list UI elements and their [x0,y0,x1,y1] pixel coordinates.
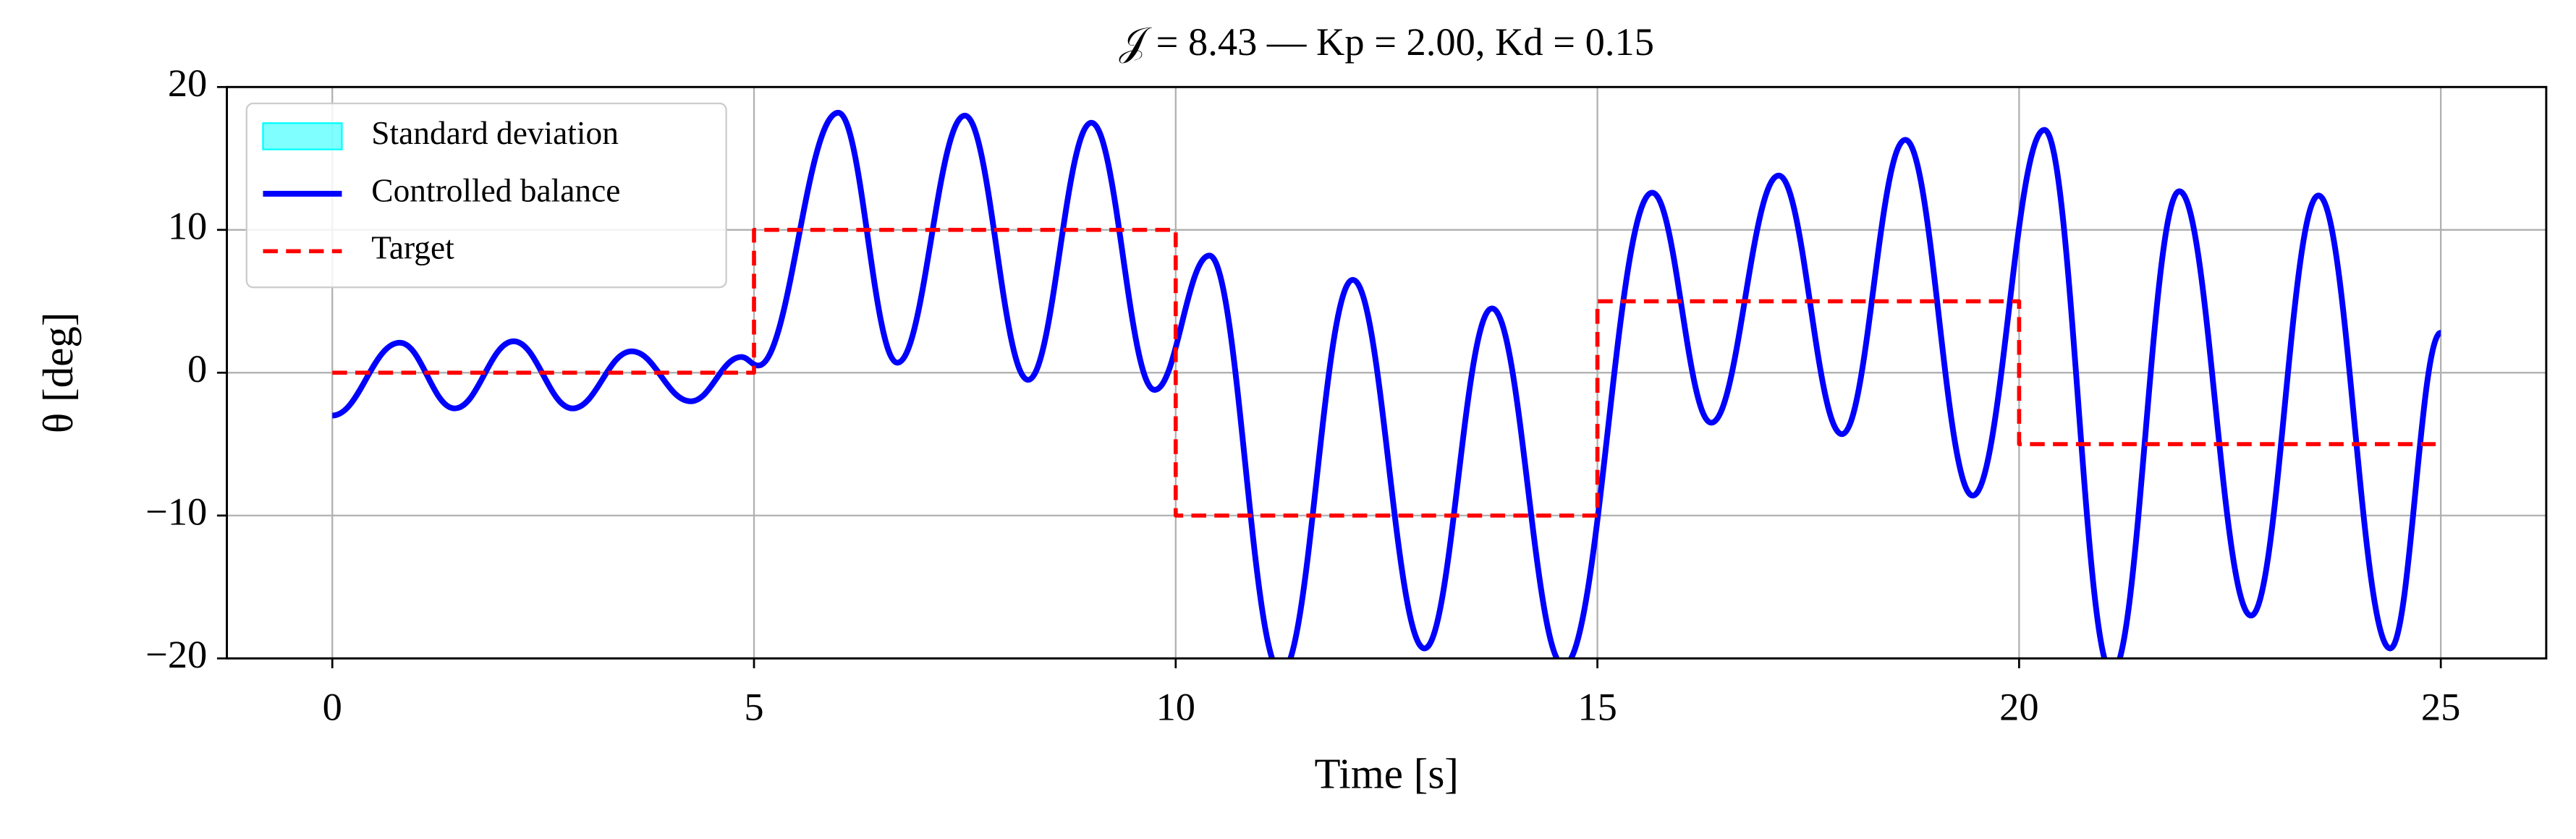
y-tick-label: −10 [145,489,207,533]
series-line [332,227,2441,518]
x-tick-label: 25 [2421,684,2460,728]
x-axis-label: Time [s] [1314,750,1459,798]
y-tick-label: 10 [168,203,207,247]
series-line [331,109,2443,659]
legend-label: Target [371,230,454,266]
y-tick-label: −20 [145,632,207,676]
x-tick-label: 20 [1999,684,2038,728]
legend-label: Standard deviation [371,115,619,151]
plot-area [331,109,2443,659]
x-tick-label: 0 [323,684,342,728]
x-tick-label: 10 [1156,684,1195,728]
legend: Standard deviation Controlled balance Targ… [245,102,727,289]
y-tick-label: 20 [168,61,207,105]
y-axis-label: θ [deg] [34,312,82,434]
ticks: 0 5 10 15 20 25 −20 −10 0 10 20 [145,61,2460,729]
x-tick-label: 15 [1577,684,1617,728]
legend-swatch [262,122,343,150]
y-tick-label: 0 [187,346,207,391]
x-tick-label: 5 [744,684,763,728]
chart-title: 𝒥 = 8.43 — Kp = 2.00, Kd = 0.15 [1119,20,1653,64]
legend-label: Controlled balance [371,172,620,208]
legend-box [245,102,727,289]
